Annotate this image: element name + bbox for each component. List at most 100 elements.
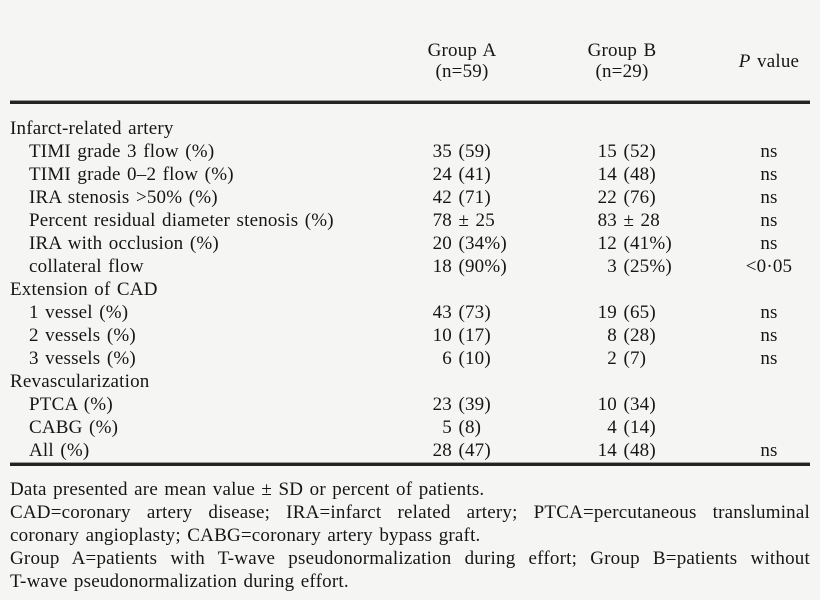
- column-spacer: [512, 255, 572, 278]
- group-a-value-number: 28: [432, 440, 452, 461]
- group-a-value-number: 6: [442, 348, 452, 369]
- column-spacer: [672, 393, 729, 416]
- row-label: Percent residual diameter stenosis (%): [29, 210, 334, 231]
- p-value: [729, 117, 809, 140]
- group-b-value-number: 14: [597, 164, 617, 185]
- p-value-italic-p: P: [738, 50, 751, 72]
- table-row: Percent residual diameter stenosis (%) 78…: [10, 209, 820, 232]
- group-a-value: 5 (8): [412, 416, 512, 439]
- footnote-line: CAD=coronary artery disease; IRA=infarct…: [10, 502, 810, 523]
- group-a-value: 43 (73): [412, 301, 512, 324]
- group-a-value: 35 (59): [412, 140, 512, 163]
- group-b-value: 4 (14): [572, 416, 672, 439]
- p-value: ns: [760, 187, 778, 208]
- p-value: [729, 278, 809, 301]
- footnote-line: Data presented are mean value ± SD or pe…: [10, 479, 485, 500]
- group-a-value-number: 23: [432, 394, 452, 415]
- p-value: ns: [760, 325, 778, 346]
- row-label: collateral flow: [29, 256, 144, 277]
- column-spacer: [512, 416, 572, 439]
- group-a-value: [412, 278, 512, 301]
- group-b-value-number: 12: [597, 233, 617, 254]
- header-rule: [10, 100, 810, 104]
- column-spacer: [512, 393, 572, 416]
- group-a-value: 20 (34%): [412, 232, 512, 255]
- column-spacer: [672, 324, 729, 347]
- group-a-value: 6 (10): [412, 347, 512, 370]
- group-a-value-number: 24: [432, 164, 452, 185]
- column-spacer: [672, 255, 729, 278]
- column-spacer: [672, 278, 729, 301]
- section-row: Extension of CAD: [10, 278, 820, 301]
- table-row: 3 vessels (%) 6 (10) 2 (7) ns: [10, 347, 820, 370]
- group-a-value-number: 10: [432, 325, 452, 346]
- row-label: PTCA (%): [29, 394, 113, 415]
- group-b-value-paren: (25%): [617, 256, 672, 277]
- column-spacer: [512, 439, 572, 462]
- group-a-value-number: 20: [432, 233, 452, 254]
- group-a-title: Group A: [427, 40, 497, 61]
- row-label: TIMI grade 0–2 flow (%): [29, 164, 234, 185]
- table-row: 1 vessel (%) 43 (73) 19 (65) ns: [10, 301, 820, 324]
- group-a-value-paren: (71): [452, 187, 491, 208]
- row-label: 2 vessels (%): [29, 325, 136, 346]
- p-value: <0·05: [745, 256, 793, 277]
- p-value: ns: [760, 233, 778, 254]
- group-a-value-number: 43: [432, 302, 452, 323]
- column-spacer: [672, 416, 729, 439]
- group-a-value: 42 (71): [412, 186, 512, 209]
- group-b-value-paren: (14): [617, 417, 656, 438]
- footnote-line: T-wave pseudonormalization during effort…: [10, 571, 349, 592]
- group-a-value: 10 (17): [412, 324, 512, 347]
- row-label: 1 vessel (%): [29, 302, 129, 323]
- p-value: ns: [760, 141, 778, 162]
- group-a-value-paren: (73): [452, 302, 491, 323]
- p-value: ns: [760, 440, 778, 461]
- group-b-value: 10 (34): [572, 393, 672, 416]
- table-header: Group A (n=59) Group B (n=29) P value: [0, 0, 820, 100]
- group-b-value-paren: (48): [617, 164, 656, 185]
- table-row: 2 vessels (%) 10 (17) 8 (28) ns: [10, 324, 820, 347]
- group-b-value: [572, 117, 672, 140]
- column-spacer: [512, 140, 572, 163]
- group-b-value: [572, 370, 672, 393]
- column-spacer: [672, 140, 729, 163]
- section-row: Revascularization: [10, 370, 820, 393]
- table-row: CABG (%) 5 (8) 4 (14): [10, 416, 820, 439]
- column-spacer: [512, 209, 572, 232]
- group-b-value-number: 15: [597, 141, 617, 162]
- group-a-value-paren: (8): [452, 417, 482, 438]
- column-spacer: [672, 232, 729, 255]
- column-spacer: [512, 186, 572, 209]
- row-label: 3 vessels (%): [29, 348, 136, 369]
- table-body: Infarct-related artery TIMI grade 3 flow …: [0, 104, 820, 462]
- group-a-value: [412, 117, 512, 140]
- group-b-value: 8 (28): [572, 324, 672, 347]
- group-a-value-number: 5: [442, 417, 452, 438]
- group-b-value: 22 (76): [572, 186, 672, 209]
- table-row: collateral flow 18 (90%) 3 (25%) <0·05: [10, 255, 820, 278]
- p-value: [729, 416, 809, 439]
- group-a-value-paren: (39): [452, 394, 491, 415]
- group-a-value-number: 42: [432, 187, 452, 208]
- p-value: [729, 370, 809, 393]
- group-a-value-paren: (90%): [452, 256, 507, 277]
- section-row: Infarct-related artery: [10, 117, 820, 140]
- group-a-value-number: 35: [432, 141, 452, 162]
- group-b-value-paren: (52): [617, 141, 656, 162]
- group-b-value: [572, 278, 672, 301]
- group-a-value: 24 (41): [412, 163, 512, 186]
- group-b-value-number: 4: [607, 417, 617, 438]
- column-header-group-b: Group B (n=29): [572, 40, 672, 82]
- group-b-value: 83 ± 28: [572, 209, 672, 232]
- p-value: ns: [760, 302, 778, 323]
- footer-rule: [10, 462, 810, 466]
- group-b-value: 14 (48): [572, 163, 672, 186]
- p-value: [729, 393, 809, 416]
- group-b-value-number: 14: [597, 440, 617, 461]
- group-b-value-paren: (76): [617, 187, 656, 208]
- group-a-value-number: 18: [432, 256, 452, 277]
- column-spacer: [672, 117, 729, 140]
- group-a-value-number: 78: [432, 210, 452, 231]
- footnotes: Data presented are mean value ± SD or pe…: [10, 478, 810, 593]
